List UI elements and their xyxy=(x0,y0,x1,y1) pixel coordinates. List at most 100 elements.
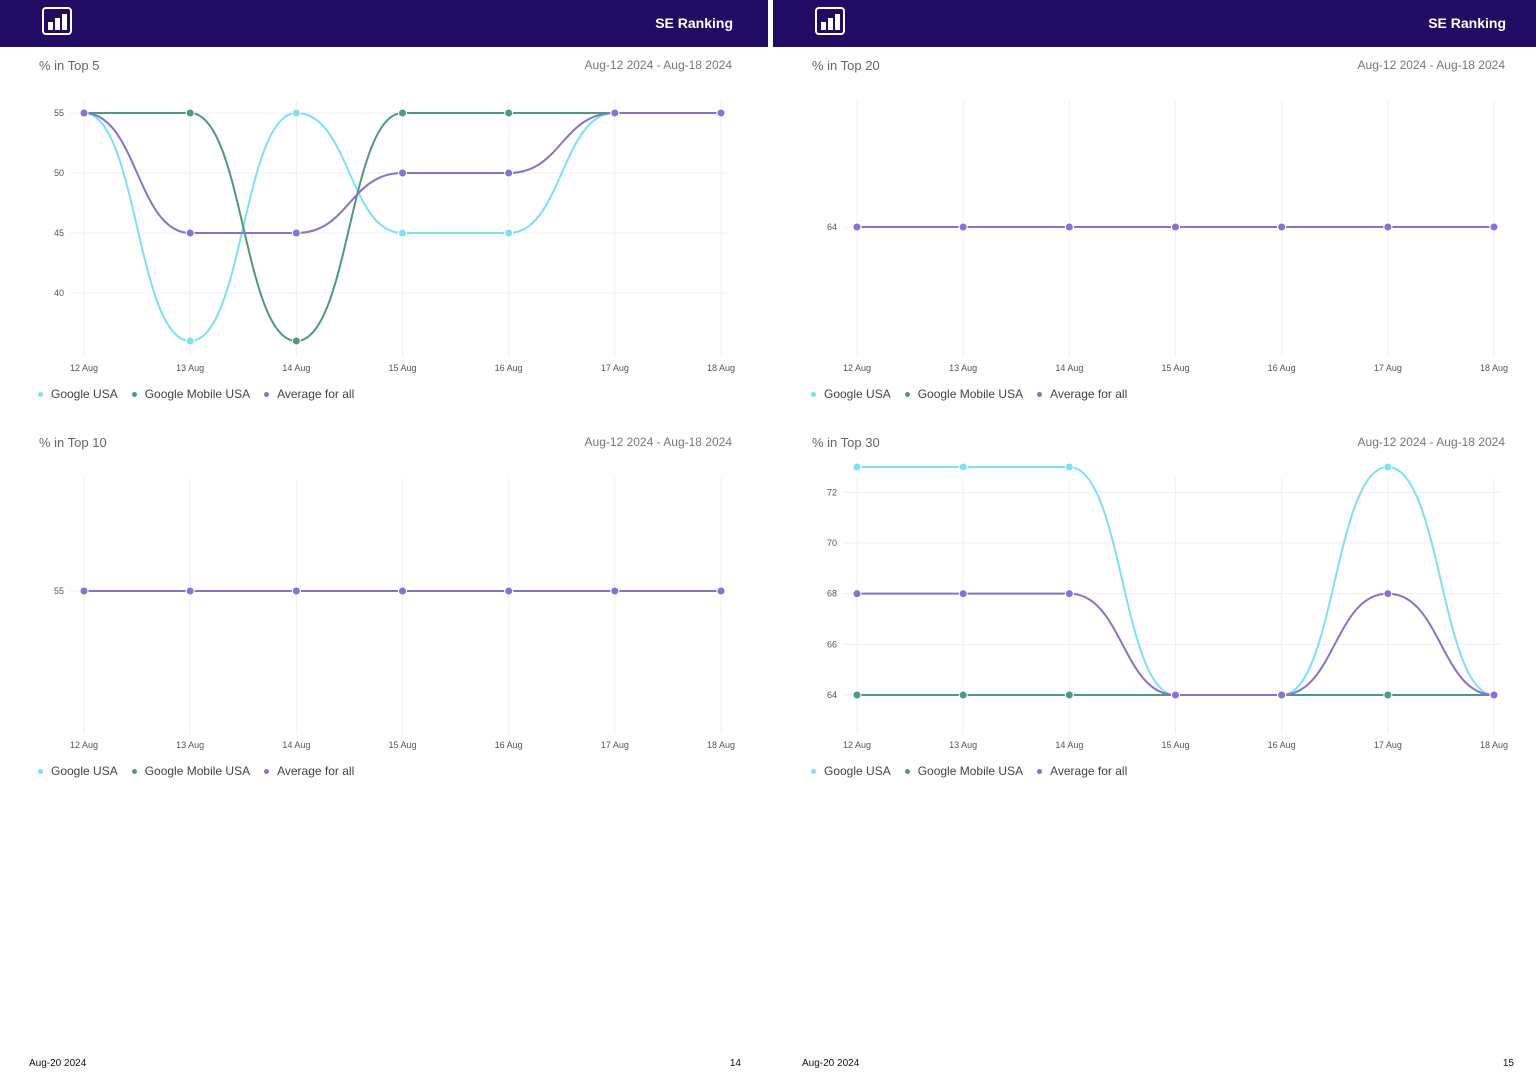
data-point xyxy=(1064,462,1074,472)
legend-label: Average for all xyxy=(277,387,355,401)
x-tick-label: 13 Aug xyxy=(176,363,204,373)
chart-title: % in Top 30 xyxy=(812,435,880,450)
data-point xyxy=(958,222,968,232)
chart-title: % in Top 10 xyxy=(39,435,107,450)
legend-marker-icon xyxy=(904,391,910,397)
chart-title: % in Top 20 xyxy=(812,58,880,73)
data-point xyxy=(852,690,862,700)
legend-marker-icon xyxy=(38,768,43,774)
data-point xyxy=(958,690,968,700)
data-point xyxy=(1064,690,1074,700)
data-point xyxy=(185,108,195,118)
bar-chart-logo-icon xyxy=(42,7,72,35)
data-point xyxy=(185,336,195,346)
data-point xyxy=(1383,222,1393,232)
x-tick-label: 17 Aug xyxy=(601,363,629,373)
data-point xyxy=(958,462,968,472)
x-tick-label: 14 Aug xyxy=(1055,740,1083,750)
legend-item[interactable]: Google Mobile USA xyxy=(904,387,1023,401)
y-tick-label: 50 xyxy=(54,168,64,178)
data-point xyxy=(958,589,968,599)
legend-marker-icon xyxy=(811,391,816,397)
report-page-14: SE Ranking % in Top 5 Aug-12 2024 - Aug-… xyxy=(0,0,768,1069)
bar-chart-logo-icon xyxy=(815,7,845,35)
legend-item[interactable]: Average for all xyxy=(1037,387,1127,401)
legend-label: Google Mobile USA xyxy=(144,764,251,778)
x-tick-label: 15 Aug xyxy=(1161,363,1189,373)
footer-date: Aug-20 2024 xyxy=(802,1058,860,1069)
data-point xyxy=(398,168,407,178)
x-tick-label: 17 Aug xyxy=(1374,740,1402,750)
x-tick-label: 13 Aug xyxy=(949,740,977,750)
x-tick-label: 17 Aug xyxy=(1374,363,1402,373)
data-point xyxy=(504,228,514,238)
legend-item[interactable]: Average for all xyxy=(264,387,354,401)
line-chart: 64 66 68 70 72 12 Aug 13 Aug 14 Aug 15 Aug 16 Aug… xyxy=(827,462,1508,750)
data-point xyxy=(716,586,726,596)
data-point xyxy=(1489,222,1499,232)
x-tick-label: 12 Aug xyxy=(843,740,871,750)
legend-label: Average for all xyxy=(1050,764,1128,778)
chart-legend: Google USA Google Mobile USA Average for a… xyxy=(38,764,354,778)
data-point xyxy=(504,586,514,596)
data-point xyxy=(398,228,407,238)
x-tick-label: 15 Aug xyxy=(388,363,416,373)
legend-item[interactable]: Google USA xyxy=(38,387,118,401)
chart-legend: Google USA Google Mobile USA Average for a… xyxy=(811,764,1127,778)
chart-panel-top20: % in Top 20 Aug-12 2024 - Aug-18 2024 64… xyxy=(773,47,1536,417)
data-point xyxy=(1383,589,1393,599)
footer-date: Aug-20 2024 xyxy=(29,1058,87,1069)
data-point xyxy=(1064,589,1074,599)
legend-label: Average for all xyxy=(277,764,355,778)
x-tick-label: 18 Aug xyxy=(707,740,735,750)
x-tick-label: 13 Aug xyxy=(949,363,977,373)
data-point xyxy=(852,222,862,232)
date-range: Aug-12 2024 - Aug-18 2024 xyxy=(584,58,732,72)
x-tick-label: 16 Aug xyxy=(1268,740,1296,750)
data-point xyxy=(291,586,301,596)
legend-item[interactable]: Google Mobile USA xyxy=(131,764,251,778)
x-tick-label: 15 Aug xyxy=(1161,740,1189,750)
legend-marker-icon xyxy=(131,768,137,774)
series-line xyxy=(84,111,721,343)
data-point xyxy=(610,108,620,118)
y-tick-label: 55 xyxy=(54,586,64,596)
x-tick-label: 16 Aug xyxy=(495,740,523,750)
y-tick-label: 66 xyxy=(827,639,837,649)
data-point xyxy=(291,108,301,118)
data-point xyxy=(610,586,620,596)
legend-item[interactable]: Google Mobile USA xyxy=(904,764,1023,778)
page-header: SE Ranking xyxy=(0,0,768,47)
data-point xyxy=(852,462,862,472)
x-tick-label: 12 Aug xyxy=(843,363,871,373)
data-point xyxy=(79,586,89,596)
data-point xyxy=(852,589,862,599)
data-point xyxy=(291,228,301,238)
chart-panel-top30: % in Top 30 Aug-12 2024 - Aug-18 2024 64… xyxy=(773,424,1536,794)
data-point xyxy=(185,586,195,596)
chart-panel-top10: % in Top 10 Aug-12 2024 - Aug-18 2024 55… xyxy=(0,424,768,794)
legend-item[interactable]: Google USA xyxy=(38,764,118,778)
legend-marker-icon xyxy=(38,391,43,397)
legend-marker-icon xyxy=(131,391,137,397)
x-tick-label: 18 Aug xyxy=(707,363,735,373)
legend-item[interactable]: Google USA xyxy=(811,764,891,778)
legend-item[interactable]: Google Mobile USA xyxy=(131,387,250,401)
data-point xyxy=(716,108,726,118)
series-line xyxy=(83,111,721,234)
y-tick-label: 45 xyxy=(54,228,64,238)
data-point xyxy=(1489,690,1499,700)
data-point xyxy=(1383,462,1393,472)
y-tick-label: 64 xyxy=(827,222,837,232)
data-point xyxy=(1171,222,1180,232)
data-point xyxy=(504,168,514,178)
date-range: Aug-12 2024 - Aug-18 2024 xyxy=(1357,435,1505,449)
x-tick-label: 14 Aug xyxy=(282,740,310,750)
series-line xyxy=(83,111,721,343)
y-tick-label: 64 xyxy=(827,690,837,700)
chart-legend: Google USA Google Mobile USA Average for a… xyxy=(811,387,1127,401)
legend-item[interactable]: Average for all xyxy=(264,764,354,778)
legend-item[interactable]: Average for all xyxy=(1037,764,1127,778)
page-number: 15 xyxy=(1502,1058,1514,1069)
legend-item[interactable]: Google USA xyxy=(811,387,891,401)
